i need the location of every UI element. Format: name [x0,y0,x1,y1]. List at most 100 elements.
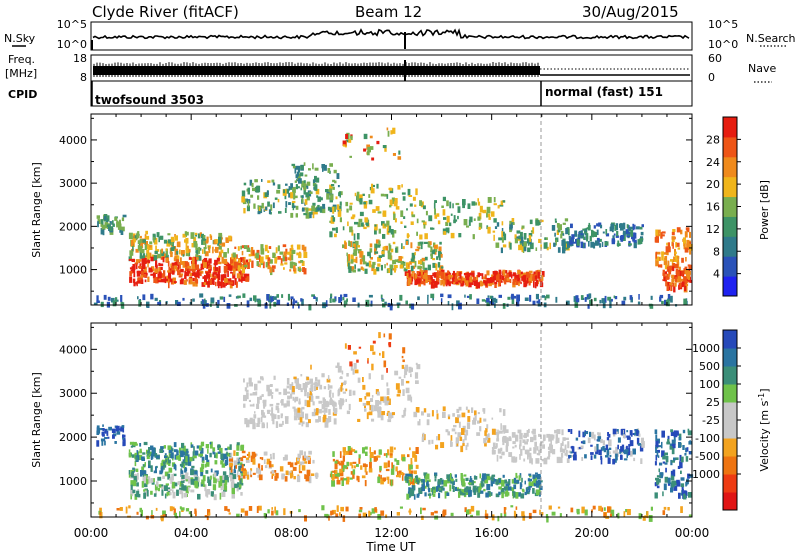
data-cell [664,271,667,275]
data-cell [96,440,100,447]
data-cell [342,468,345,472]
data-cell [167,233,171,236]
data-cell [580,241,584,248]
data-cell [537,271,540,279]
data-cell [133,234,136,241]
data-cell [203,484,206,487]
data-cell [339,398,342,402]
data-cell [146,250,150,255]
data-cell [620,429,623,435]
data-cell [376,140,380,145]
data-cell [288,186,291,191]
data-cell [377,263,381,267]
data-cell [349,226,353,233]
data-cell [671,439,676,445]
data-cell [436,256,439,260]
data-cell [338,388,341,395]
data-cell [180,257,182,264]
data-cell [656,485,660,489]
data-cell [150,465,153,472]
data-cell [328,515,330,521]
data-cell [447,294,452,299]
data-cell [344,240,347,244]
data-cell [623,296,627,301]
data-cell [194,272,198,278]
data-cell [302,195,304,198]
data-cell [228,475,231,478]
data-cell [515,472,518,479]
data-cell [657,445,662,448]
data-cell [236,452,239,456]
data-cell [170,480,173,484]
data-cell [224,506,228,511]
data-cell [294,396,299,402]
data-cell [519,433,523,440]
nsky-left-tick-top: 10^5 [57,18,87,31]
data-cell [171,262,176,267]
cpid-mode-1: twofsound 3503 [95,93,204,107]
x-tick-label: 04:00 [174,526,209,540]
data-cell [306,400,311,408]
data-cell [167,270,171,273]
data-cell [100,223,103,227]
data-cell [230,452,233,457]
data-cell [183,280,187,285]
data-cell [671,480,675,488]
data-cell [491,296,494,303]
data-cell [659,256,661,261]
data-cell [161,489,164,496]
data-cell [269,384,273,387]
data-cell [170,247,175,251]
data-cell [536,453,539,456]
data-cell [295,165,298,170]
data-cell [390,229,394,235]
nsky-right-tick-top: 10^5 [708,18,738,31]
data-cell [261,465,263,470]
data-cell [144,244,147,250]
data-cell [223,252,227,258]
data-cell [466,272,471,280]
data-cell [313,385,317,391]
data-cell [114,217,118,221]
data-cell [329,385,333,389]
data-cell [391,197,395,204]
data-cell [419,234,423,240]
data-cell [116,221,120,228]
data-cell [292,396,295,401]
data-cell [362,267,365,271]
data-cell [382,477,387,481]
data-cell [121,226,125,232]
data-cell [129,250,134,256]
data-cell [324,400,329,408]
data-cell [661,300,664,305]
data-cell [684,270,689,274]
velocity-cbar-label: -500 [695,450,720,463]
data-cell [467,416,471,422]
data-cell [194,508,197,514]
data-cell [356,475,359,481]
data-cell [639,239,643,244]
data-cell [423,241,428,244]
data-cell [236,470,239,478]
data-cell [683,490,687,494]
data-cell [203,282,208,286]
data-cell [306,381,310,385]
data-cell [345,398,347,402]
data-cell [481,299,486,302]
data-cell [275,405,279,411]
data-cell [247,200,250,207]
data-cell [284,403,287,408]
data-cell [205,272,209,279]
data-cell [308,168,311,171]
data-cell [685,447,687,453]
data-cell [317,197,321,202]
data-cell [342,144,346,147]
data-cell [251,247,254,252]
data-cell [130,253,132,260]
data-cell [548,450,551,457]
data-cell [256,261,259,267]
data-cell [438,267,441,274]
data-cell [228,294,232,297]
beam-title: Beam 12 [355,3,422,21]
data-cell [649,304,654,309]
